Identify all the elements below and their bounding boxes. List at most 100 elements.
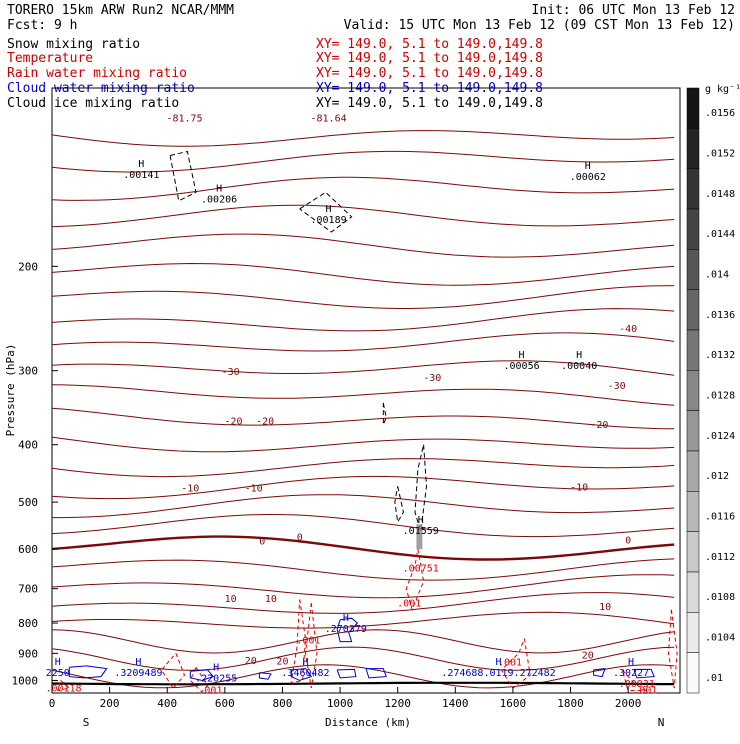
- header-fcst: Fcst: 9 h: [7, 18, 77, 33]
- snow-max-label-marker: H: [576, 350, 582, 361]
- snow-max-label-marker: H: [418, 515, 424, 526]
- colorbar-cell: [686, 370, 700, 411]
- rain-contour: [621, 669, 648, 691]
- isotherm-line: [51, 646, 675, 671]
- temperature-label: -10: [181, 484, 199, 495]
- x-tick-label: 1000: [327, 697, 354, 710]
- snow-max-label: .00056: [503, 361, 539, 372]
- legend-xy-snow: XY= 149.0, 5.1 to 149.0,149.8: [316, 37, 543, 52]
- temperature-label: -20: [224, 417, 242, 428]
- isotherm-line: [51, 360, 675, 376]
- x-tick-label: 200: [100, 697, 120, 710]
- colorbar-tick-label: .012: [705, 471, 729, 482]
- colorbar-tick-label: .0152: [705, 149, 735, 160]
- isotherm-line: [51, 592, 675, 614]
- cloud-water-max-label: .270379: [325, 624, 367, 635]
- colorbar-cell: [686, 249, 700, 290]
- x-tick-label: 1400: [442, 697, 469, 710]
- temperature-label: -81.75: [166, 114, 202, 125]
- isotherm-line: [51, 475, 675, 500]
- x-tick-label: 400: [157, 697, 177, 710]
- temperature-label: 10: [225, 594, 237, 605]
- temperature-label: 20: [245, 656, 257, 667]
- cloud-water-contour: [189, 669, 215, 681]
- legend-name-cloud-ice: Cloud ice mixing ratio: [7, 96, 179, 111]
- isotherm-line: [51, 436, 675, 453]
- colorbar-cell: [686, 289, 700, 331]
- temperature-label: -20: [590, 420, 608, 431]
- temperature-label: -40: [619, 324, 637, 335]
- temperature-label: 0: [259, 537, 265, 548]
- colorbar-tick-label: .0108: [705, 592, 735, 603]
- rain-max-label: .001: [198, 685, 222, 696]
- cloud-water-contour: [633, 668, 655, 679]
- temperature-label: 20: [276, 657, 288, 668]
- x-tick-label: 2000: [615, 697, 642, 710]
- x-tick-label: 1800: [557, 697, 584, 710]
- isotherm-line: [51, 535, 675, 561]
- isotherm-line: [51, 233, 675, 258]
- colorbar-tick-label: .014: [705, 270, 729, 281]
- colorbar-tick-label: .0124: [705, 431, 735, 442]
- x-tick-label: 600: [215, 697, 235, 710]
- isotherm-line: [51, 308, 675, 332]
- x-tick-label: 0: [49, 697, 56, 710]
- cloud-water-max-label-marker: H: [302, 657, 308, 668]
- cloud-water-contour: [290, 668, 313, 681]
- snow-max-label-marker: H: [326, 204, 332, 215]
- isotherm-line: [51, 458, 675, 478]
- temperature-label: 20: [582, 650, 594, 661]
- cloud-water-contour: [365, 668, 387, 679]
- isotherm-line: [51, 150, 675, 173]
- cloud-water-contour: [68, 665, 108, 679]
- snow-contour: [414, 444, 428, 532]
- snow-max-label-marker: H: [138, 159, 144, 170]
- rain-max-label: .001: [633, 685, 657, 696]
- isotherm-line: [52, 494, 675, 519]
- isotherm-line: [51, 384, 675, 406]
- rain-max-label: .001: [296, 635, 320, 646]
- cloud-water-max-label-marker: H: [495, 657, 501, 668]
- colorbar-cell: [686, 410, 700, 452]
- snow-max-label-marker: H: [585, 161, 591, 172]
- rain-contour: [405, 548, 425, 612]
- colorbar-cell: [686, 491, 700, 532]
- y-tick-label: 600: [18, 543, 38, 556]
- snow-max-label-marker: H: [216, 183, 222, 194]
- temperature-label: -10: [245, 484, 263, 495]
- temperature-label: 0: [297, 532, 303, 543]
- y-tick-label: 500: [18, 496, 38, 509]
- colorbar-cell: [686, 612, 700, 653]
- y-tick-label: 400: [18, 439, 38, 452]
- cloud-water-max-label: .220255: [195, 674, 237, 685]
- temperature-label: -81.64: [310, 114, 346, 125]
- rain-contour: [500, 638, 531, 689]
- isotherm-line: [51, 513, 675, 538]
- cloud-water-max-label: .274688.0119.272482: [441, 668, 555, 679]
- rain-contour: [304, 602, 318, 689]
- colorbar-tick-label: .01: [705, 673, 723, 684]
- temperature-label: 0: [625, 535, 631, 546]
- temperature-label: -30: [608, 381, 626, 392]
- snow-max-label: .01559: [403, 526, 439, 537]
- snow-max-label: .00189: [310, 215, 346, 226]
- legend-name-rain: Rain water mixing ratio: [7, 66, 187, 81]
- cloud-water-max-label-marker: H: [628, 657, 634, 668]
- y-tick-label: 300: [18, 365, 38, 378]
- colorbar-tick-label: .0132: [705, 350, 735, 361]
- contour-labels: -81.75 -81.64 -40 -30 -30 -30 -20 -20 -20 -10 -10 -…: [45, 114, 657, 697]
- y-tick-label: 1000: [12, 674, 39, 687]
- rain-max-label: .00118: [45, 684, 81, 695]
- colorbar: .0156 .0152 .0148 .0144 .014 .0136 .0132 .0128.…: [686, 84, 740, 694]
- snow-max-label: .00062: [570, 172, 606, 183]
- temperature-label: -30: [423, 373, 441, 384]
- isotherm-line: [51, 204, 675, 228]
- y-tick-label: 900: [18, 647, 38, 660]
- x-tick-label: 1200: [384, 697, 411, 710]
- colorbar-tick-label: .0128: [705, 391, 735, 402]
- cloud-water-contour: [336, 668, 357, 679]
- colorbar-cell: [686, 87, 700, 129]
- cloud-water-max-label-marker: H: [135, 657, 141, 668]
- header-init: Init: 06 UTC Mon 13 Feb 12: [532, 3, 736, 18]
